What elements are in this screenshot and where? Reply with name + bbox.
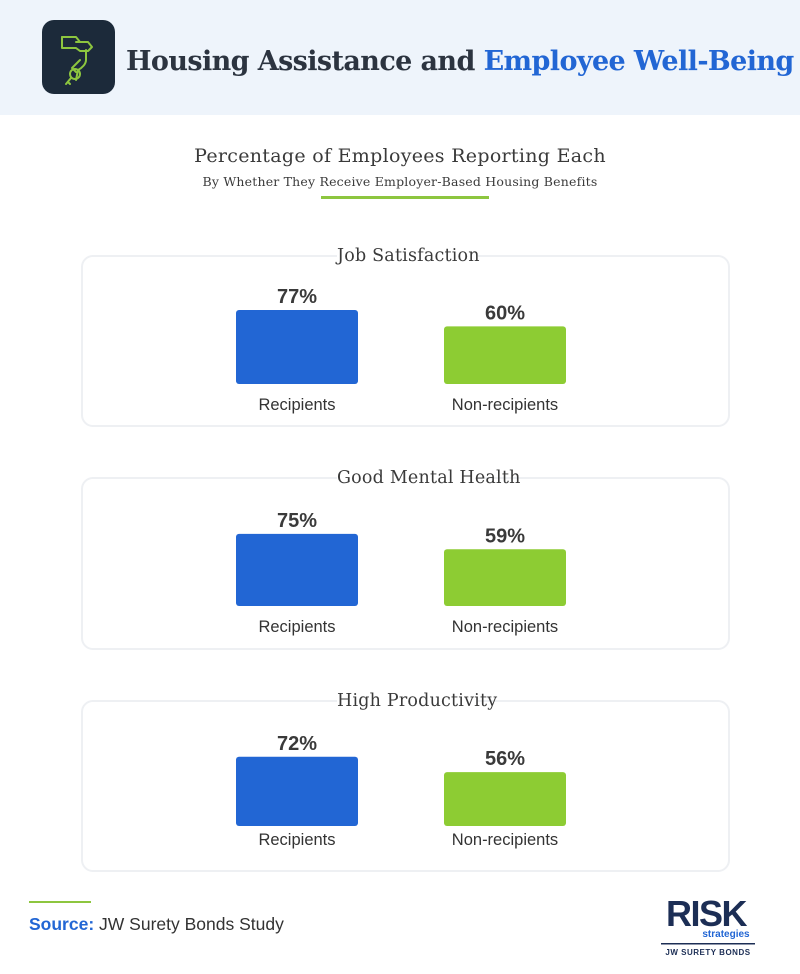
- panel-title: High Productivity: [337, 686, 497, 716]
- chart-subtitle: Percentage of Employees Reporting Each: [194, 145, 606, 167]
- source-divider: [29, 901, 91, 903]
- brand-name: RISK: [666, 893, 748, 934]
- bar-non-recipients: [444, 772, 566, 826]
- title-part-2: Employee Well-Being: [483, 46, 795, 77]
- value-label: 59%: [485, 525, 525, 547]
- chart-panel-job-satisfaction: Job Satisfaction 77% Recipients 60% Non-rec…: [81, 241, 730, 427]
- brand-line-2: strategies: [702, 929, 750, 940]
- chart-panel-high-productivity: High Productivity 72% Recipients 56% Non-re…: [81, 686, 730, 872]
- bar-chart-job-satisfaction: 77% Recipients 60% Non-recipients: [236, 286, 566, 414]
- source-label: Source:: [29, 914, 95, 934]
- brand-line-3: JW SURETY BONDS: [665, 948, 750, 957]
- source-text: JW Surety Bonds Study: [99, 914, 284, 934]
- value-label: 72%: [277, 733, 317, 755]
- value-label: 60%: [485, 302, 525, 324]
- bar-chart-good-mental-health: 75% Recipients 59% Non-recipients: [236, 510, 566, 636]
- bar-recipients: [236, 533, 358, 606]
- bar-recipients: [236, 756, 358, 826]
- header-banner: Housing Assistance and Employee Well-Bei…: [0, 0, 800, 115]
- category-label: Non-recipients: [452, 618, 558, 636]
- value-label: 77%: [277, 286, 317, 308]
- value-label: 75%: [277, 510, 317, 532]
- category-label: Non-recipients: [452, 396, 558, 414]
- category-label: Recipients: [258, 831, 335, 849]
- subtitle-divider: [321, 196, 489, 199]
- panel-title: Job Satisfaction: [337, 241, 480, 271]
- bar-non-recipients: [444, 326, 566, 384]
- chart-subtitle-secondary: By Whether They Receive Employer-Based H…: [202, 174, 598, 189]
- page-title: Housing Assistance and Employee Well-Bei…: [126, 42, 794, 82]
- risk-strategies-logo: RISK strategies JW SURETY BONDS: [661, 893, 755, 957]
- bar-chart-high-productivity: 72% Recipients 56% Non-recipients: [236, 733, 566, 849]
- category-label: Recipients: [258, 396, 335, 414]
- category-label: Recipients: [258, 618, 335, 636]
- title-part-1: Housing Assistance and: [126, 46, 475, 77]
- bar-non-recipients: [444, 549, 566, 606]
- bar-recipients: [236, 310, 358, 384]
- panel-title: Good Mental Health: [337, 463, 520, 493]
- source-note: Source: JW Surety Bonds Study: [29, 914, 284, 935]
- hand-holding-key-icon: [42, 20, 115, 94]
- chart-panel-good-mental-health: Good Mental Health 75% Recipients 59% Non-r…: [81, 463, 730, 650]
- category-label: Non-recipients: [452, 831, 558, 849]
- value-label: 56%: [485, 748, 525, 770]
